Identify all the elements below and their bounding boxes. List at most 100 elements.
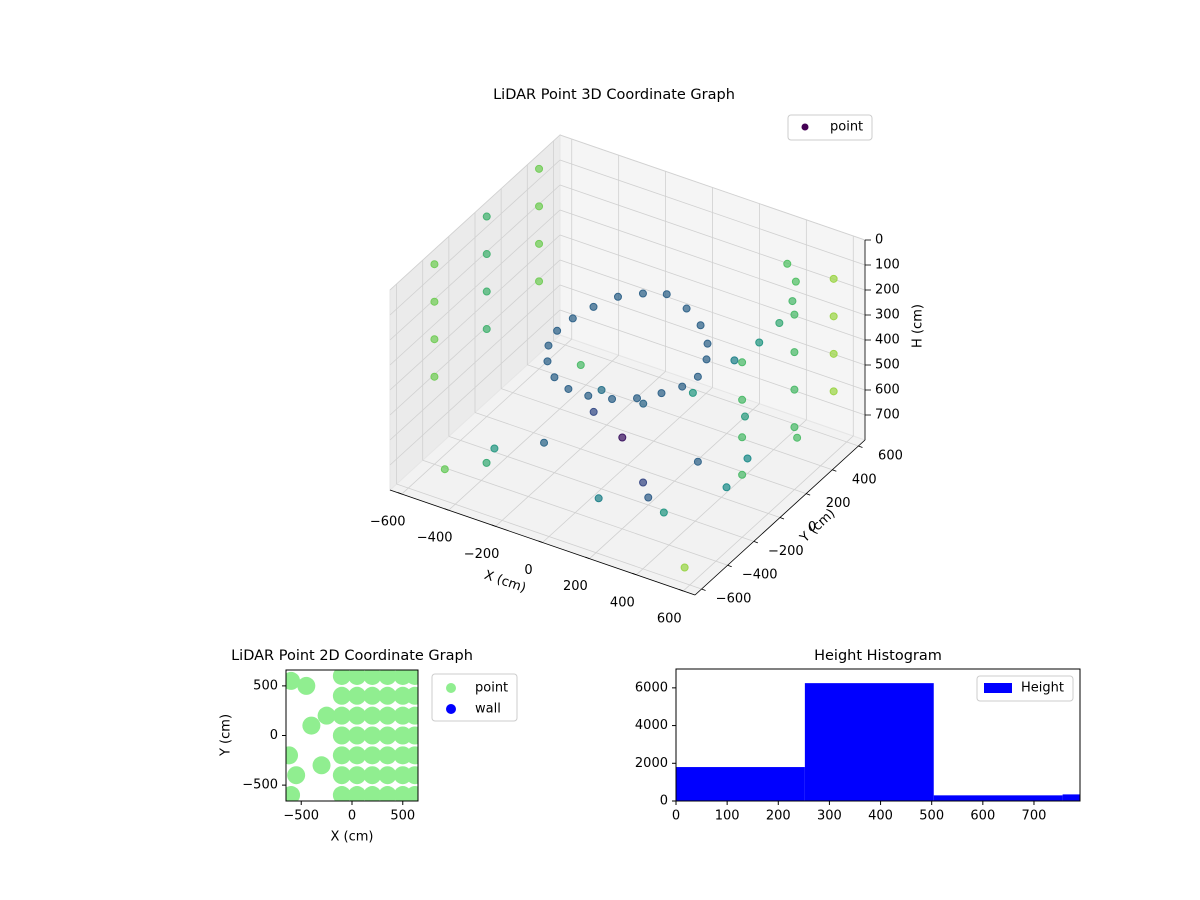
- point: [405, 686, 418, 705]
- grid-line: [559, 209, 866, 316]
- grid-line: [474, 412, 781, 518]
- point: [543, 357, 552, 366]
- z-tick-label: 100: [875, 258, 900, 273]
- point: [589, 407, 598, 416]
- grid-line: [559, 234, 866, 341]
- plot-area: [286, 670, 418, 801]
- point: [482, 250, 491, 259]
- point: [332, 746, 351, 765]
- point: [363, 746, 382, 765]
- point: [738, 395, 747, 404]
- bar: [676, 767, 805, 801]
- y-tick-label: 2000: [635, 756, 668, 771]
- point: [783, 259, 792, 268]
- y-tick: [779, 517, 785, 520]
- point: [332, 766, 351, 785]
- chart-title: LiDAR Point 2D Coordinate Graph: [231, 648, 473, 664]
- point: [405, 786, 418, 801]
- point: [490, 444, 499, 453]
- point: [829, 274, 838, 283]
- point: [430, 260, 439, 269]
- point: [378, 726, 397, 745]
- y-tick-label: 0: [660, 794, 668, 809]
- point: [659, 508, 668, 517]
- grid-line: [389, 209, 561, 366]
- y-tick: [806, 493, 811, 496]
- point: [608, 394, 617, 403]
- point: [302, 716, 321, 735]
- point: [440, 465, 449, 474]
- point: [405, 706, 418, 725]
- x-axis-label: X (cm): [482, 568, 528, 596]
- point: [363, 686, 382, 705]
- chart-title: LiDAR Point 3D Coordinate Graph: [493, 87, 735, 103]
- point: [378, 766, 397, 785]
- point: [584, 391, 593, 400]
- grid-line: [396, 483, 702, 590]
- y-axis-label: Y (cm): [797, 506, 839, 546]
- point: [589, 302, 598, 311]
- z-tick-label: 300: [875, 308, 900, 323]
- grid-line: [559, 259, 866, 366]
- y-tick: [858, 445, 863, 448]
- y-tick-label: 0: [270, 728, 278, 743]
- point: [405, 670, 418, 685]
- y-axis-label: Y (cm): [219, 714, 234, 757]
- point: [722, 483, 731, 492]
- point: [597, 386, 606, 394]
- point: [829, 387, 838, 396]
- grid-line: [559, 284, 866, 391]
- z-tick-label: 500: [875, 358, 900, 373]
- point: [678, 382, 687, 391]
- y-tick-label: 4000: [635, 718, 668, 733]
- point: [363, 786, 382, 801]
- y-tick-label: −200: [768, 544, 804, 559]
- grid-line: [448, 435, 754, 542]
- bar: [933, 795, 1063, 801]
- point: [430, 372, 439, 381]
- point: [535, 202, 544, 211]
- x-axis-line: [389, 489, 696, 596]
- legend-marker: [801, 123, 809, 131]
- point: [482, 458, 491, 467]
- x-tick-label: −200: [464, 547, 500, 562]
- y-tick-label: 400: [852, 472, 877, 487]
- x-tick-label: 0: [524, 563, 532, 578]
- legend-marker: [984, 683, 1012, 693]
- point: [550, 373, 559, 382]
- x-tick-label: 700: [1022, 809, 1047, 824]
- point: [535, 239, 544, 248]
- point: [332, 786, 351, 801]
- point: [790, 385, 799, 394]
- grid-line: [559, 184, 866, 291]
- y-tick-label: 0: [808, 520, 816, 535]
- point: [553, 326, 562, 335]
- x-tick-label: −600: [370, 515, 406, 530]
- legend-box: [976, 675, 1074, 702]
- point: [348, 746, 367, 765]
- point: [755, 338, 764, 347]
- x-tick-label: −500: [283, 809, 319, 824]
- x-tick-label: 600: [970, 809, 995, 824]
- point: [287, 766, 306, 785]
- point: [286, 746, 299, 765]
- y-tick-label: 200: [826, 496, 851, 511]
- bar: [1062, 794, 1080, 801]
- z-tick-label: 0: [875, 233, 883, 248]
- point: [363, 670, 382, 685]
- grid-line: [527, 364, 833, 471]
- point: [639, 478, 648, 487]
- point: [540, 438, 549, 447]
- point: [378, 670, 397, 685]
- x-tick-label: 500: [390, 809, 415, 824]
- point: [775, 319, 784, 327]
- y-tick: [727, 564, 732, 568]
- x-tick-label: 500: [919, 809, 944, 824]
- point: [788, 297, 797, 306]
- chart-title: Height Histogram: [814, 648, 942, 664]
- y-tick-label: −500: [242, 778, 278, 793]
- point: [348, 786, 367, 801]
- grid-line: [389, 259, 561, 416]
- grid-line: [559, 134, 866, 241]
- grid-line: [553, 340, 859, 447]
